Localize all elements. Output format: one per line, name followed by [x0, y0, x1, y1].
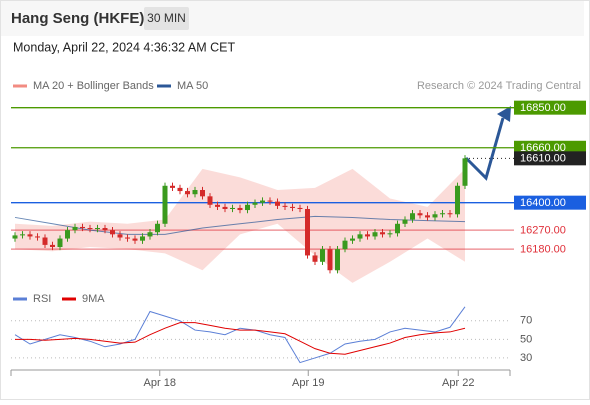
- candle-body: [275, 201, 280, 206]
- candle-body: [297, 207, 303, 209]
- candle-body: [237, 207, 243, 211]
- candle-body: [395, 223, 400, 234]
- candle-body: [312, 255, 318, 262]
- timestamp: Monday, April 22, 2024 4:36:32 AM CET: [13, 40, 235, 54]
- level-label: 16180.00: [520, 244, 566, 256]
- candle-body: [455, 185, 460, 215]
- projection-arrowhead: [497, 106, 511, 122]
- candle-body: [267, 200, 273, 202]
- x-tick-label: Apr 18: [144, 377, 176, 389]
- candle-body: [402, 219, 408, 224]
- candle-body: [42, 237, 48, 245]
- candle-body: [125, 237, 130, 239]
- candle-body: [177, 187, 183, 192]
- candle-body: [155, 223, 160, 233]
- candle-body: [72, 226, 78, 231]
- level-box: [514, 100, 586, 115]
- candle-body: [252, 202, 258, 205]
- candle-body: [50, 244, 55, 247]
- candle-body: [365, 234, 370, 237]
- candle-body: [417, 213, 423, 216]
- candle-body: [95, 228, 100, 230]
- candle-body: [290, 206, 295, 208]
- candle-body: [320, 249, 325, 262]
- bollinger-band: [15, 168, 465, 283]
- candle-body: [305, 209, 310, 256]
- candle-body: [380, 232, 385, 235]
- candle-body: [20, 234, 25, 236]
- candle-body: [245, 204, 250, 211]
- candle-body: [12, 235, 18, 239]
- level-label: 16850.00: [520, 102, 566, 114]
- candle-body: [147, 232, 153, 237]
- y-tick-label: 70: [520, 315, 532, 327]
- level-label: 16610.00: [520, 153, 566, 165]
- y-tick-label: 30: [520, 352, 532, 364]
- candle-body: [140, 236, 145, 241]
- candle-body: [162, 185, 168, 224]
- x-tick-label: Apr 22: [442, 377, 474, 389]
- candle-body: [117, 234, 123, 238]
- candle-body: [342, 240, 348, 250]
- indicator-line: [14, 306, 466, 364]
- candle-body: [230, 207, 235, 209]
- candle-body: [410, 213, 415, 220]
- candle-body: [132, 238, 138, 241]
- candle-body: [80, 226, 85, 228]
- indicator-line: [15, 322, 466, 355]
- candle-body: [87, 228, 93, 230]
- candle-body: [200, 190, 205, 197]
- candle-body: [65, 230, 70, 239]
- legend-swatch: [13, 84, 27, 88]
- level-box: [514, 195, 586, 210]
- level-label: 16400.00: [520, 197, 566, 209]
- candle-body: [215, 204, 220, 207]
- legend-swatch: [13, 297, 27, 301]
- interval-label[interactable]: 30 MIN: [147, 11, 186, 25]
- projection-arrow: [464, 117, 505, 181]
- candle-body: [222, 206, 228, 209]
- candle-body: [440, 213, 445, 215]
- candle-body: [35, 236, 40, 238]
- candle-body: [282, 205, 288, 207]
- candle-body: [27, 234, 33, 237]
- level-label: 16660.00: [520, 142, 566, 154]
- level-label: 16270.00: [520, 225, 566, 237]
- candle-body: [170, 185, 175, 188]
- candle-body: [387, 233, 393, 235]
- x-tick-label: Apr 19: [292, 377, 324, 389]
- title: Hang Seng (HKFE): [11, 10, 144, 27]
- candle-body: [110, 230, 115, 235]
- legend-label: MA 20 + Bollinger Bands: [33, 80, 154, 92]
- candle-body: [327, 249, 333, 271]
- candle-body: [357, 234, 363, 239]
- y-tick-label: 50: [520, 333, 532, 345]
- candle-body: [192, 190, 198, 195]
- candle-body: [432, 214, 438, 218]
- candle-body: [425, 215, 430, 218]
- watermark: Research © 2024 Trading Central: [417, 80, 581, 92]
- candle-body: [372, 232, 378, 237]
- candle-body: [335, 249, 340, 271]
- legend-label: 9MA: [82, 293, 105, 305]
- level-box: [514, 140, 586, 155]
- candle-body: [447, 213, 453, 215]
- candle-body: [462, 158, 468, 186]
- interval-button[interactable]: [144, 7, 189, 30]
- legend-swatch: [62, 297, 76, 301]
- legend-swatch: [157, 84, 171, 88]
- level-box: [514, 151, 586, 166]
- candle-body: [260, 200, 265, 203]
- candle-body: [57, 238, 63, 247]
- candle-body: [207, 196, 213, 205]
- candle-body: [350, 238, 355, 241]
- header-bar: [1, 1, 584, 36]
- candle-body: [102, 228, 108, 231]
- candle-body: [185, 191, 190, 195]
- legend-label: MA 50: [177, 80, 208, 92]
- legend-label: RSI: [33, 293, 51, 305]
